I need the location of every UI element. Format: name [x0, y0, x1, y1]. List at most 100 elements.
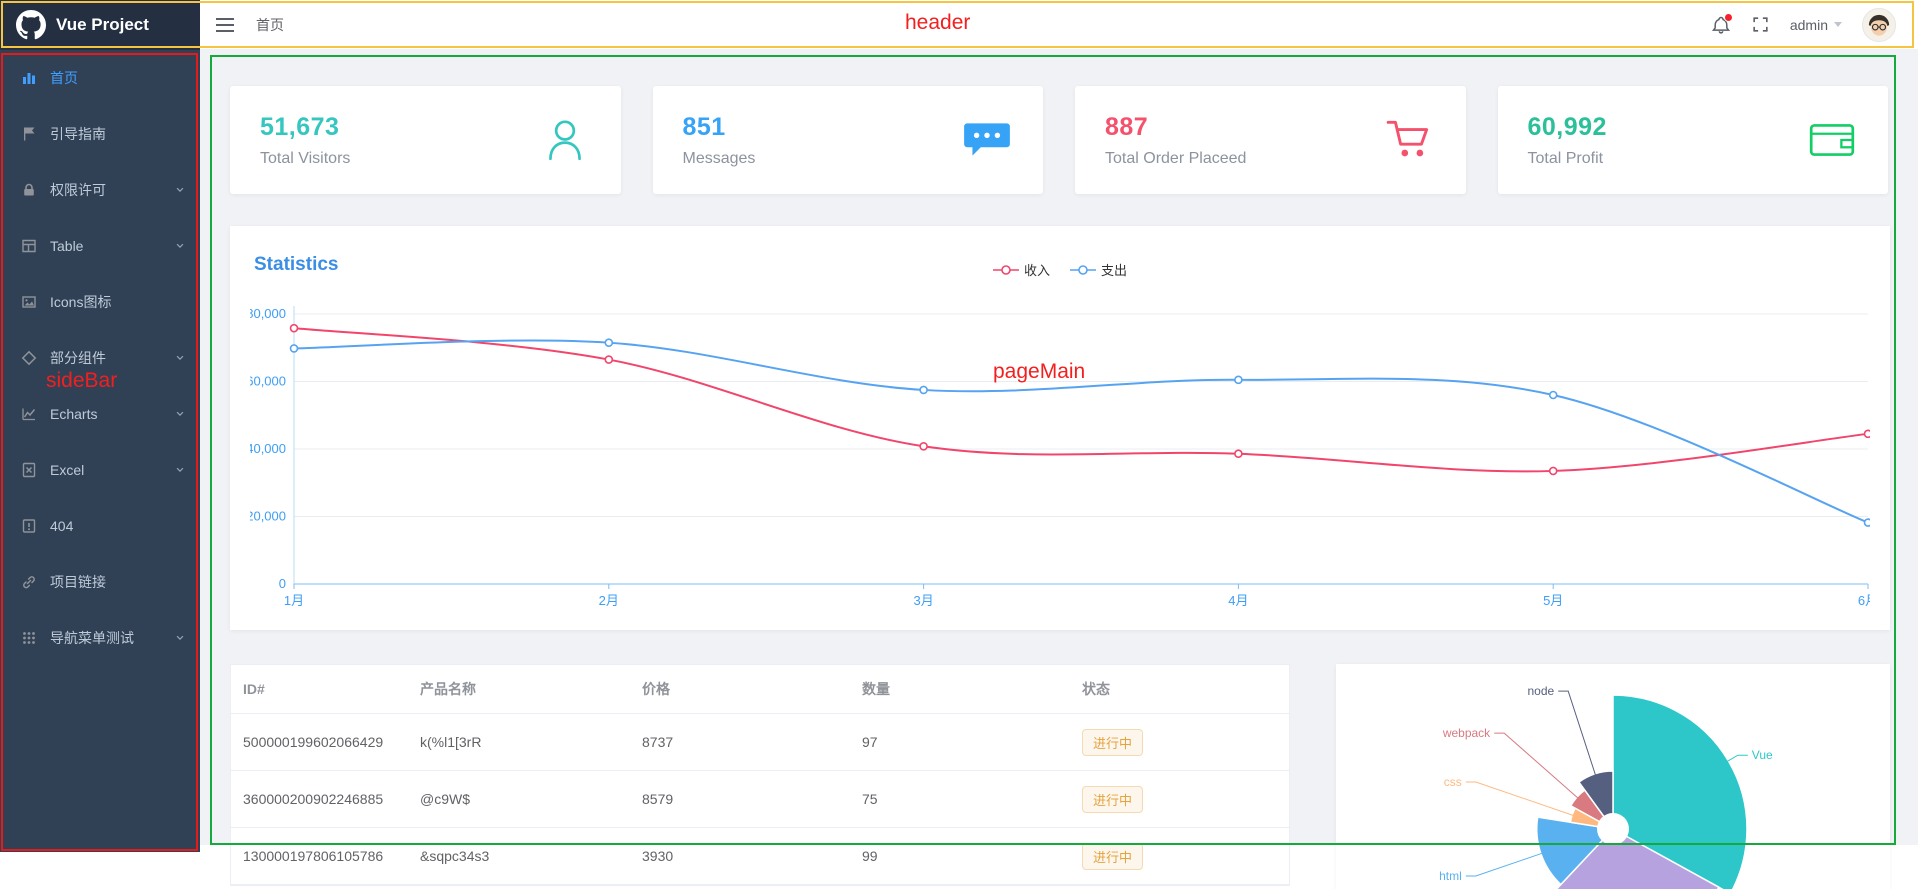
chart-legend: 收入 支出 [992, 260, 1127, 279]
svg-text:40,000: 40,000 [250, 441, 286, 456]
sidebar-item-2[interactable]: 权限许可 [0, 162, 200, 218]
legend-label: 收入 [1023, 263, 1050, 278]
statistics-card: Statistics 收入 支出 0 20,000 40,000 60,000 80,00… [230, 226, 1890, 630]
legend-marker [992, 264, 1019, 275]
lock-icon [24, 183, 34, 196]
sidebar-item-0[interactable]: 首页 [0, 50, 200, 106]
table-row: 360000200902246885 @c9W$ 8579 75 进行中 [231, 770, 1289, 828]
status-badge: 进行中 [1082, 842, 1144, 870]
fullscreen-icon[interactable] [1751, 15, 1770, 34]
sidebar-item-10[interactable]: 导航菜单测试 [0, 610, 200, 666]
table-cell: 130000197806105786 [231, 827, 408, 885]
user-dropdown[interactable]: admin [1790, 17, 1842, 33]
sidebar: 首页引导指南权限许可 Table Icons图标 部分组件 Echarts Excel 40… [0, 50, 200, 852]
username: admin [1789, 16, 1828, 33]
svg-text:css: css [1444, 775, 1462, 789]
svg-text:html: html [1439, 869, 1462, 883]
svg-text:2月: 2月 [599, 593, 619, 608]
breadcrumb[interactable]: 首页 [256, 16, 284, 33]
svg-text:0: 0 [279, 576, 286, 591]
sidebar-item-label: Excel [50, 462, 85, 478]
legend-label: 支出 [1101, 263, 1128, 278]
chart-icon [22, 408, 36, 421]
sidebar-item-6[interactable]: Echarts [0, 386, 200, 442]
sidebar-item-label: 引导指南 [50, 126, 106, 142]
grid-icon [23, 632, 35, 644]
stat-card-1[interactable]: 851 Messages [652, 86, 1043, 194]
table-cell: 3930 [630, 827, 850, 885]
stat-card-2[interactable]: 887 Total Order Placeed [1075, 86, 1466, 194]
table-header: ID# [231, 665, 408, 714]
sidebar-menu: 首页引导指南权限许可 Table Icons图标 部分组件 Echarts Excel 40… [0, 50, 200, 666]
legend-item[interactable]: 收入 [992, 260, 1050, 279]
sidebar-item-9[interactable]: 项目链接 [0, 554, 200, 610]
header-bar: 首页 admin [200, 0, 1918, 50]
sidebar-item-1[interactable]: 引导指南 [0, 106, 200, 162]
github-icon [16, 10, 46, 40]
svg-text:webpack: webpack [1442, 726, 1491, 740]
svg-text:3月: 3月 [913, 593, 933, 608]
money-icon [1809, 124, 1855, 156]
table-header: 状态 [1070, 665, 1289, 714]
legend-item[interactable]: 支出 [1070, 260, 1127, 279]
link-icon [23, 576, 35, 589]
sidebar-item-7[interactable]: Excel [0, 442, 200, 498]
image-icon [22, 296, 36, 308]
avatar[interactable] [1862, 7, 1896, 42]
bell-icon[interactable] [1711, 12, 1733, 35]
stat-value: 851 [682, 112, 726, 141]
sidebar-item-label: 导航菜单测试 [50, 630, 134, 646]
svg-text:60,000: 60,000 [250, 374, 286, 389]
sidebar-item-4[interactable]: Icons图标 [0, 274, 200, 330]
status-badge: 进行中 [1082, 785, 1144, 813]
dashboard-icon [23, 73, 35, 84]
svg-text:80,000: 80,000 [250, 306, 286, 321]
stat-value: 887 [1105, 112, 1149, 141]
stat-label: Total Visitors [260, 149, 351, 167]
hamburger-icon[interactable] [200, 17, 250, 32]
table-cell: @c9W$ [408, 770, 630, 828]
table-cell: 360000200902246885 [231, 770, 408, 828]
guide-icon [24, 127, 35, 141]
sidebar-item-3[interactable]: Table [0, 218, 200, 274]
status-badge: 进行中 [1082, 728, 1144, 756]
svg-text:5月: 5月 [1543, 593, 1563, 608]
svg-text:node: node [1527, 684, 1554, 698]
table-cell: 8579 [630, 770, 850, 828]
table-header: 数量 [850, 665, 1070, 714]
table-header: 价格 [630, 665, 850, 714]
svg-text:1月: 1月 [284, 593, 304, 608]
statistics-title: Statistics [254, 254, 339, 275]
table-cell: 75 [850, 770, 1070, 828]
app-title: Vue Project [56, 15, 149, 34]
table-cell: 500000199602066429 [231, 713, 408, 771]
sidebar-item-label: 404 [50, 518, 74, 534]
svg-text:6月: 6月 [1858, 593, 1870, 608]
stat-card-3[interactable]: 60,992 Total Profit [1497, 86, 1888, 194]
products-table: ID# 产品名称 价格 数量 状态 500000199602066429 k(%l1[3r… [231, 665, 1289, 885]
table-row: 500000199602066429 k(%l1[3rR 8737 97 进行中 [231, 713, 1289, 771]
stat-value: 51,673 [260, 112, 340, 141]
sidebar-item-label: 部分组件 [50, 350, 106, 366]
error-icon [22, 519, 36, 533]
excel-icon [22, 462, 36, 478]
stat-card-0[interactable]: 51,673 Total Visitors [230, 86, 621, 194]
tech-rose-pie-chart: Vue html css webpack node [1439, 684, 1773, 889]
notification-dot [1723, 12, 1733, 22]
sidebar-item-8[interactable]: 404 [0, 498, 200, 554]
chevron-down-icon [176, 635, 184, 640]
income-expense-line-chart: 0 20,000 40,000 60,000 80,000 1月 2月 3月 4月 5月 6月 [250, 306, 1870, 608]
sidebar-item-5[interactable]: 部分组件 [0, 330, 200, 386]
svg-text:Vue: Vue [1752, 748, 1773, 762]
sidebar-item-label: Icons图标 [50, 294, 112, 310]
sidebar-item-label: Table [50, 238, 84, 254]
pie-chart-card: Vue html css webpack node [1336, 664, 1890, 889]
chevron-down-icon [176, 411, 184, 416]
sidebar-item-label: 项目链接 [50, 574, 106, 590]
svg-text:4月: 4月 [1228, 593, 1248, 608]
table-cell: &sqpc34s3 [408, 827, 630, 885]
shopping-cart-icon [1386, 120, 1428, 157]
table-cell: 97 [850, 713, 1070, 771]
stat-label: Total Profit [1527, 149, 1604, 167]
